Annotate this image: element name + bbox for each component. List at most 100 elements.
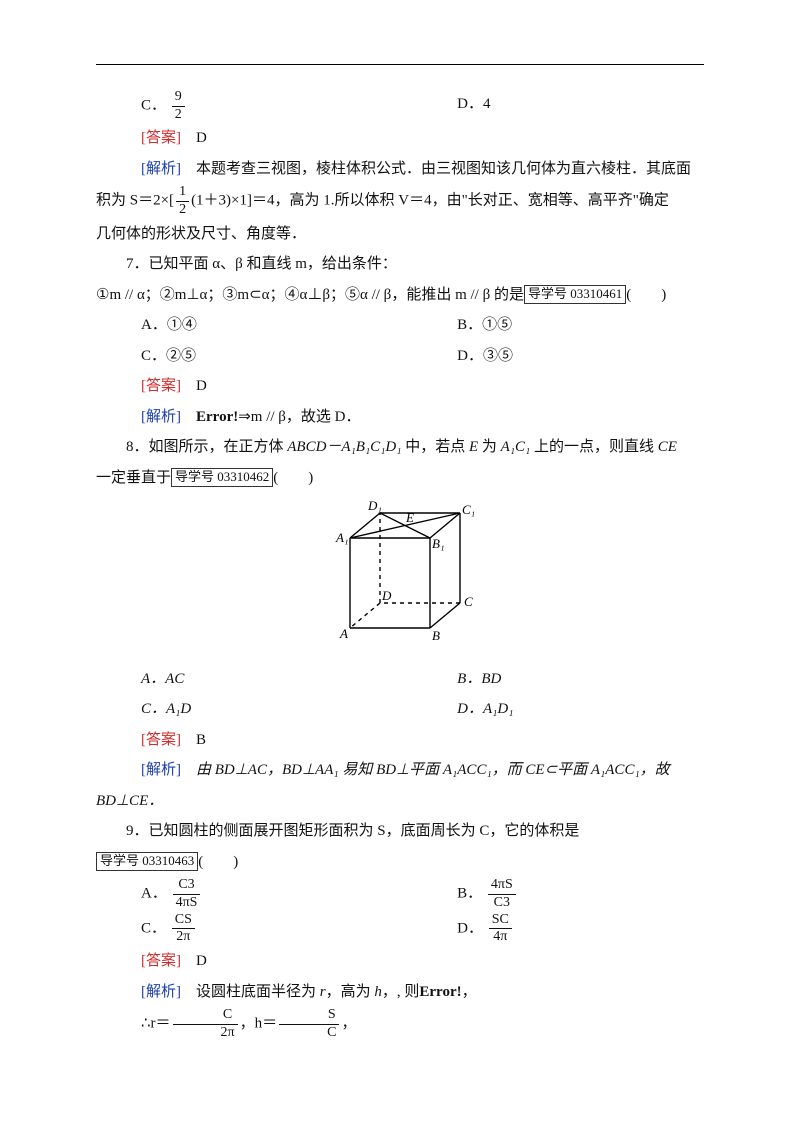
paren: ( ) [626,287,666,303]
math: CE [658,439,677,455]
q6-option-d: D．4 [457,90,749,122]
q7-options-ab: A．①④ B．①⑤ [96,311,704,340]
answer-value: D [181,953,207,969]
svg-text:B₁: B₁ [432,536,444,551]
answer-label: [答案] [141,130,181,146]
text: 设圆柱底面半径为 [181,984,320,1000]
paren: ( ) [198,854,238,870]
q7-analysis: [解析] Error!⇒m // β，故选 D． [96,403,704,432]
page: C． 9 2 D．4 [答案] D [解析] 本题考查三视图，棱柱体积公式．由三… [0,0,800,1122]
q7-option-c: C．②⑤ [96,342,457,371]
q6-options-cd: C． 9 2 D．4 [96,90,704,122]
answer-value: D [181,378,207,394]
q9-stem: 9．已知圆柱的侧面展开图矩形面积为 S，底面周长为 C，它的体积是 [96,817,704,846]
answer-label: [答案] [141,732,181,748]
q9-last-line: ∴r＝C2π，h＝SC， [96,1008,704,1040]
answer-label: [答案] [141,953,181,969]
label: B． [457,886,482,902]
q8-option-a: A．AC [96,665,457,694]
analysis-label: [解析] [141,762,181,778]
q6-answer: [答案] D [96,124,704,153]
q7-option-a: A．①④ [96,311,457,340]
frac: C2π [171,1008,240,1040]
q9-option-d: D． SC4π [457,913,749,945]
q8-stem-l2: 一定垂直于导学号 03310462( ) [96,464,704,493]
q6-analysis-l1: [解析] 本题考查三视图，棱柱体积公式．由三视图知该几何体为直六棱柱．其底面 [96,155,704,184]
text: ， [341,1016,356,1032]
analysis-label: [解析] [141,409,181,425]
code-box: 导学号 03310463 [96,852,198,871]
label: D． [457,920,483,936]
svg-text:B: B [432,628,440,643]
frac: 4πSC3 [486,878,518,910]
q7-option-d: D．③⑤ [457,342,749,371]
q6-option-c: C． 9 2 [96,90,457,122]
q7-option-b: B．①⑤ [457,311,749,340]
q6-half-frac: 12 [174,185,191,217]
q8-options-ab: A．AC B．BD [96,665,704,694]
text: 8．如图所示，在正方体 [126,439,287,455]
q8-option-d: D．A₁D₁ [457,695,749,724]
q6-c-frac: 9 2 [170,90,187,122]
q8-option-b: B．BD [457,665,749,694]
analysis-label: [解析] [141,984,181,1000]
q9-code-row: 导学号 03310463( ) [96,848,704,877]
svg-text:D₁: D₁ [367,498,382,513]
svg-text:C: C [464,594,473,609]
text: ∴r＝ [141,1016,171,1032]
q8-option-c: C．A₁D [96,695,457,724]
text: 由 BD⊥AC，BD⊥AA₁ 易知 BD⊥平面 A₁ACC₁，而 CE⊂平面 A… [181,762,670,778]
text: 为 [478,439,501,455]
label: A． [141,886,167,902]
cube-icon: A B C D A₁ B₁ C₁ D₁ E [310,498,490,648]
q6-analysis-l3: 几何体的形状及尺寸、角度等． [96,220,704,249]
text: ⇒m // β，故选 D． [238,409,360,425]
q7-stem: 7．已知平面 α、β 和直线 m，给出条件： [96,250,704,279]
q6-analysis-l2: 积为 S＝2×[12(1＋3)×1]＝4，高为 1.所以体积 V＝4，由"长对正… [96,185,704,217]
analysis-text: 本题考查三视图，棱柱体积公式．由三视图知该几何体为直六棱柱．其底面 [181,161,691,177]
svg-text:D: D [381,588,392,603]
q8-stem-l1: 8．如图所示，在正方体 ABCD－A₁B₁C₁D₁ 中，若点 E 为 A₁C₁ … [96,433,704,462]
math: A₁C₁ [501,439,531,455]
q9-option-c: C． CS2π [96,913,457,945]
label: C． [141,920,166,936]
q9-option-a: A． C34πS [96,878,457,910]
answer-value: D [181,130,207,146]
q8-options-cd: C．A₁D D．A₁D₁ [96,695,704,724]
q6-c-label: C． [141,98,166,114]
frac: SC [277,1008,341,1040]
text: (1＋3)×1]＝4，高为 1.所以体积 V＝4，由"长对正、宽相等、高平齐"确… [191,193,669,209]
math: E [469,439,478,455]
frac: CS2π [170,913,197,945]
math: h [374,984,382,1000]
error-text: Error! [196,409,238,425]
svg-text:A₁: A₁ [335,530,348,545]
text: ，h＝ [240,1016,278,1032]
q9-options-cd: C． CS2π D． SC4π [96,913,704,945]
svg-text:A: A [339,626,348,641]
q9-options-ab: A． C34πS B． 4πSC3 [96,878,704,910]
top-rule [96,64,704,65]
q7-options-cd: C．②⑤ D．③⑤ [96,342,704,371]
text: 中，若点 [401,439,469,455]
text: 一定垂直于 [96,470,171,486]
text: ， [462,984,477,1000]
text: 积为 S＝2×[ [96,193,174,209]
q7-answer: [答案] D [96,372,704,401]
q9-option-b: B． 4πSC3 [457,878,749,910]
q8-analysis-l1: [解析] 由 BD⊥AC，BD⊥AA₁ 易知 BD⊥平面 A₁ACC₁，而 CE… [96,756,704,785]
frac: SC4π [487,913,514,945]
code-box: 导学号 03310461 [524,285,626,304]
analysis-label: [解析] [141,161,181,177]
svg-text:C₁: C₁ [462,502,475,517]
q8-figure: A B C D A₁ B₁ C₁ D₁ E [96,498,704,659]
q7-conds-text: ①m // α；②m⊥α；③m⊂α；④α⊥β；⑤α // β，能推出 m // … [96,287,524,303]
answer-label: [答案] [141,378,181,394]
q7-conds: ①m // α；②m⊥α；③m⊂α；④α⊥β；⑤α // β，能推出 m // … [96,281,704,310]
answer-value: B [181,732,206,748]
svg-text:E: E [405,510,414,525]
text: ，, 则 [382,984,420,1000]
q9-answer: [答案] D [96,947,704,976]
q9-analysis: [解析] 设圆柱底面半径为 r，高为 h，, 则Error!， [96,978,704,1007]
q8-analysis-l2: BD⊥CE． [96,787,704,816]
